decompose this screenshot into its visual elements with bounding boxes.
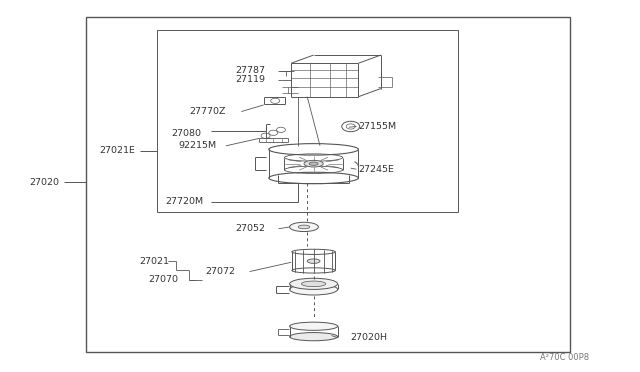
Text: 27052: 27052 (236, 224, 266, 233)
Ellipse shape (301, 281, 326, 287)
Ellipse shape (307, 259, 320, 263)
Text: 27720M: 27720M (165, 198, 204, 206)
Text: 27020H: 27020H (351, 333, 388, 342)
Ellipse shape (290, 322, 338, 330)
Ellipse shape (290, 278, 338, 289)
Text: 27245E: 27245E (358, 165, 394, 174)
Text: 27080: 27080 (172, 129, 202, 138)
Text: 27021: 27021 (140, 257, 170, 266)
Text: 27119: 27119 (236, 76, 266, 84)
Text: 92215M: 92215M (178, 141, 216, 150)
Text: 27021E: 27021E (99, 146, 135, 155)
Text: 27155M: 27155M (358, 122, 397, 131)
Bar (157, 30, 458, 212)
Bar (86, 17, 570, 352)
Text: 27070: 27070 (148, 275, 179, 284)
Text: A²70C 00P8: A²70C 00P8 (540, 353, 589, 362)
Text: 27020: 27020 (29, 178, 59, 187)
Ellipse shape (290, 222, 319, 231)
Ellipse shape (290, 284, 338, 295)
Ellipse shape (304, 160, 323, 167)
Text: 27770Z: 27770Z (189, 107, 225, 116)
Ellipse shape (298, 225, 310, 229)
Ellipse shape (309, 162, 318, 165)
Ellipse shape (290, 333, 338, 341)
Text: 27787: 27787 (236, 66, 266, 75)
Text: 27072: 27072 (205, 267, 235, 276)
